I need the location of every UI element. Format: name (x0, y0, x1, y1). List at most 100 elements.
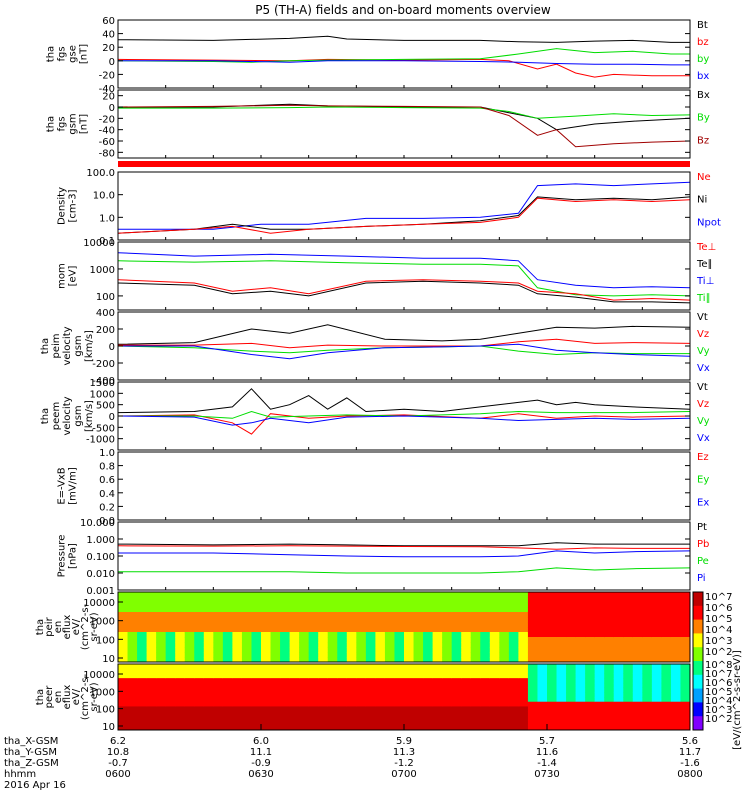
spectrogram-cell (203, 692, 214, 698)
spectrogram-cell (547, 668, 558, 674)
spectrogram-cell (651, 642, 662, 648)
spectrogram-cell (280, 725, 291, 731)
spectrogram-cell (318, 647, 329, 653)
spectrogram-cell (251, 725, 262, 731)
spectrogram-cell (499, 711, 510, 717)
spectrogram-cell (375, 652, 386, 658)
spectrogram-cell (270, 664, 281, 670)
spectrogram-cell (632, 725, 643, 731)
spectrogram-cell (613, 682, 624, 689)
colorbar-tick-label: 10^5 (705, 614, 732, 625)
spectrogram-cell (508, 725, 519, 731)
spectrogram-cell (423, 652, 434, 658)
spectrogram-cell (404, 637, 415, 643)
spectrogram-cell (346, 687, 357, 693)
spectrogram-cell (365, 720, 376, 726)
spectrogram-cell (346, 711, 357, 717)
spectrogram-cell (346, 652, 357, 658)
spectrogram-cell (670, 706, 681, 712)
spectrogram-cell (566, 637, 577, 643)
spectrogram-cell (222, 642, 233, 648)
spectrogram-cell (461, 617, 472, 623)
spectrogram-cell (461, 622, 472, 628)
spectrogram-cell (423, 612, 434, 618)
spectrogram-cell (184, 706, 195, 712)
spectrogram-cell (623, 642, 634, 648)
x-row-label: tha_Y-GSM (4, 747, 57, 758)
spectrogram-cell (156, 725, 167, 731)
spectrogram-cell (527, 706, 538, 712)
spectrogram-cell (175, 687, 186, 693)
spectrogram-cell (442, 720, 453, 726)
legend-entry: Bx (697, 90, 710, 101)
spectrogram-cell (137, 657, 148, 663)
spectrogram-cell (261, 617, 272, 623)
spectrogram-cell (175, 706, 186, 712)
spectrogram-cell (337, 607, 348, 613)
spectrogram-cell (613, 668, 624, 674)
spectrogram-cell (203, 607, 214, 613)
spectrogram-cell (604, 617, 615, 623)
spectrogram-cell (289, 597, 300, 603)
spectrogram-cell (146, 720, 157, 726)
spectrogram-cell (384, 692, 395, 698)
series-line-Npot (118, 181, 691, 230)
spectrogram-cell (165, 642, 176, 648)
spectrogram-cell (442, 592, 453, 598)
spectrogram-cell (327, 637, 338, 643)
y-tick-label: 0.4 (99, 489, 115, 500)
spectrogram-cell (413, 657, 424, 663)
spectrogram-cell (518, 617, 529, 623)
spectrogram-cell (175, 711, 186, 717)
spectrogram-cell (337, 612, 348, 618)
spectrogram-cell (137, 711, 148, 717)
spectrogram-cell (194, 715, 205, 722)
spectrogram-cell (308, 720, 319, 726)
spectrogram-cell (556, 627, 567, 633)
spectrogram-cell (594, 627, 605, 633)
y-tick-label: 0 (109, 103, 115, 114)
spectrogram-cell (575, 592, 586, 598)
spectrogram-cell (251, 607, 262, 613)
spectrogram-cell (194, 622, 205, 628)
spectrogram-cell (241, 602, 252, 608)
spectrogram-cell (470, 647, 481, 653)
spectrogram-cell (203, 687, 214, 693)
spectrogram-cell (680, 725, 691, 731)
spectrogram-cell (165, 673, 176, 679)
spectrogram-cell (642, 602, 653, 608)
spectrogram-cell (537, 678, 548, 684)
spectrogram-cell (470, 602, 481, 608)
spectrogram-cell (327, 632, 338, 638)
spectrogram-cell (280, 642, 291, 648)
spectrogram-cell (642, 617, 653, 623)
spectrogram-cell (480, 602, 491, 608)
spectrogram-cell (537, 622, 548, 628)
spectrogram-cell (404, 592, 415, 598)
spectrogram-cell (175, 647, 186, 653)
spectrogram-cell (642, 657, 653, 663)
spectrogram-cell (156, 697, 167, 703)
spectrogram-cell (261, 697, 272, 703)
spectrogram-cell (232, 617, 243, 623)
spectrogram-cell (175, 597, 186, 603)
spectrogram-cell (289, 602, 300, 608)
spectrogram-cell (470, 597, 481, 603)
spectrogram-cell (547, 725, 558, 731)
spectrogram-cell (508, 627, 519, 633)
spectrogram-cell (384, 622, 395, 628)
spectrogram-cell (537, 632, 548, 638)
spectrogram-cell (423, 725, 434, 731)
spectrogram-cell (423, 642, 434, 648)
spectrogram-cell (165, 597, 176, 603)
spectrogram-cell (156, 687, 167, 693)
spectrogram-cell (222, 697, 233, 703)
series-line-Pe (118, 567, 691, 574)
spectrogram-cell (508, 592, 519, 598)
spectrogram-cell (508, 602, 519, 608)
legend-entry: Vy (697, 416, 710, 427)
spectrogram-cell (137, 725, 148, 731)
legend-entry: Ez (697, 452, 709, 463)
spectrogram-cell (480, 720, 491, 726)
spectrogram-cell (203, 720, 214, 726)
